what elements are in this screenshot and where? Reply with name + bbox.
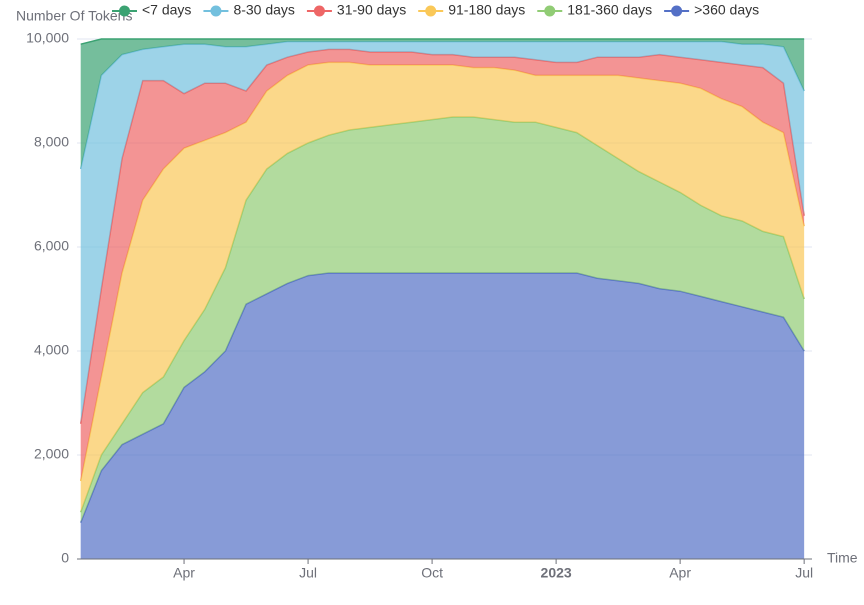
area — [80, 117, 805, 523]
legend-label: 91-180 days — [448, 2, 525, 18]
y-tick-label: 2,000 — [34, 446, 69, 462]
legend-label: >360 days — [694, 2, 759, 18]
areas — [79, 38, 805, 559]
legend-item: 31-90 days — [306, 2, 406, 18]
area-line — [80, 38, 805, 45]
legend-item: <7 days — [112, 2, 191, 18]
x-tick-label: Apr — [173, 565, 195, 581]
y-tick-label: 0 — [61, 550, 69, 566]
y-tick-label: 6,000 — [34, 238, 69, 254]
area — [80, 49, 805, 482]
area — [80, 273, 805, 559]
y-tick-label: 10,000 — [26, 30, 69, 46]
x-tick-label: Jul — [795, 565, 813, 581]
y-axis-label: Number Of Tokens — [16, 8, 132, 24]
legend-item: 8-30 days — [203, 2, 295, 18]
legend-item: >360 days — [664, 2, 759, 18]
legend-marker — [544, 5, 556, 17]
x-tick-label: Oct — [421, 565, 443, 581]
legend-marker — [671, 5, 683, 17]
legend-label: <7 days — [142, 2, 191, 18]
x-axis-label: Time — [827, 550, 858, 566]
legend-marker — [425, 5, 437, 17]
legend-label: 181-360 days — [567, 2, 652, 18]
legend-marker — [119, 5, 130, 17]
area — [80, 62, 805, 513]
y-tick-label: 8,000 — [34, 134, 69, 150]
x-tick-label: Apr — [669, 565, 691, 581]
area — [80, 41, 805, 424]
legend-marker — [313, 5, 325, 17]
x-tick-label: Jul — [299, 565, 317, 581]
legend-item: 181-360 days — [537, 2, 652, 18]
legend-marker — [210, 5, 222, 17]
legend-label: 31-90 days — [337, 2, 406, 18]
y-tick-label: 4,000 — [34, 342, 69, 358]
x-tick-label: 2023 — [541, 565, 572, 581]
legend-label: 8-30 days — [233, 2, 294, 18]
legend-item: 91-180 days — [418, 2, 525, 18]
